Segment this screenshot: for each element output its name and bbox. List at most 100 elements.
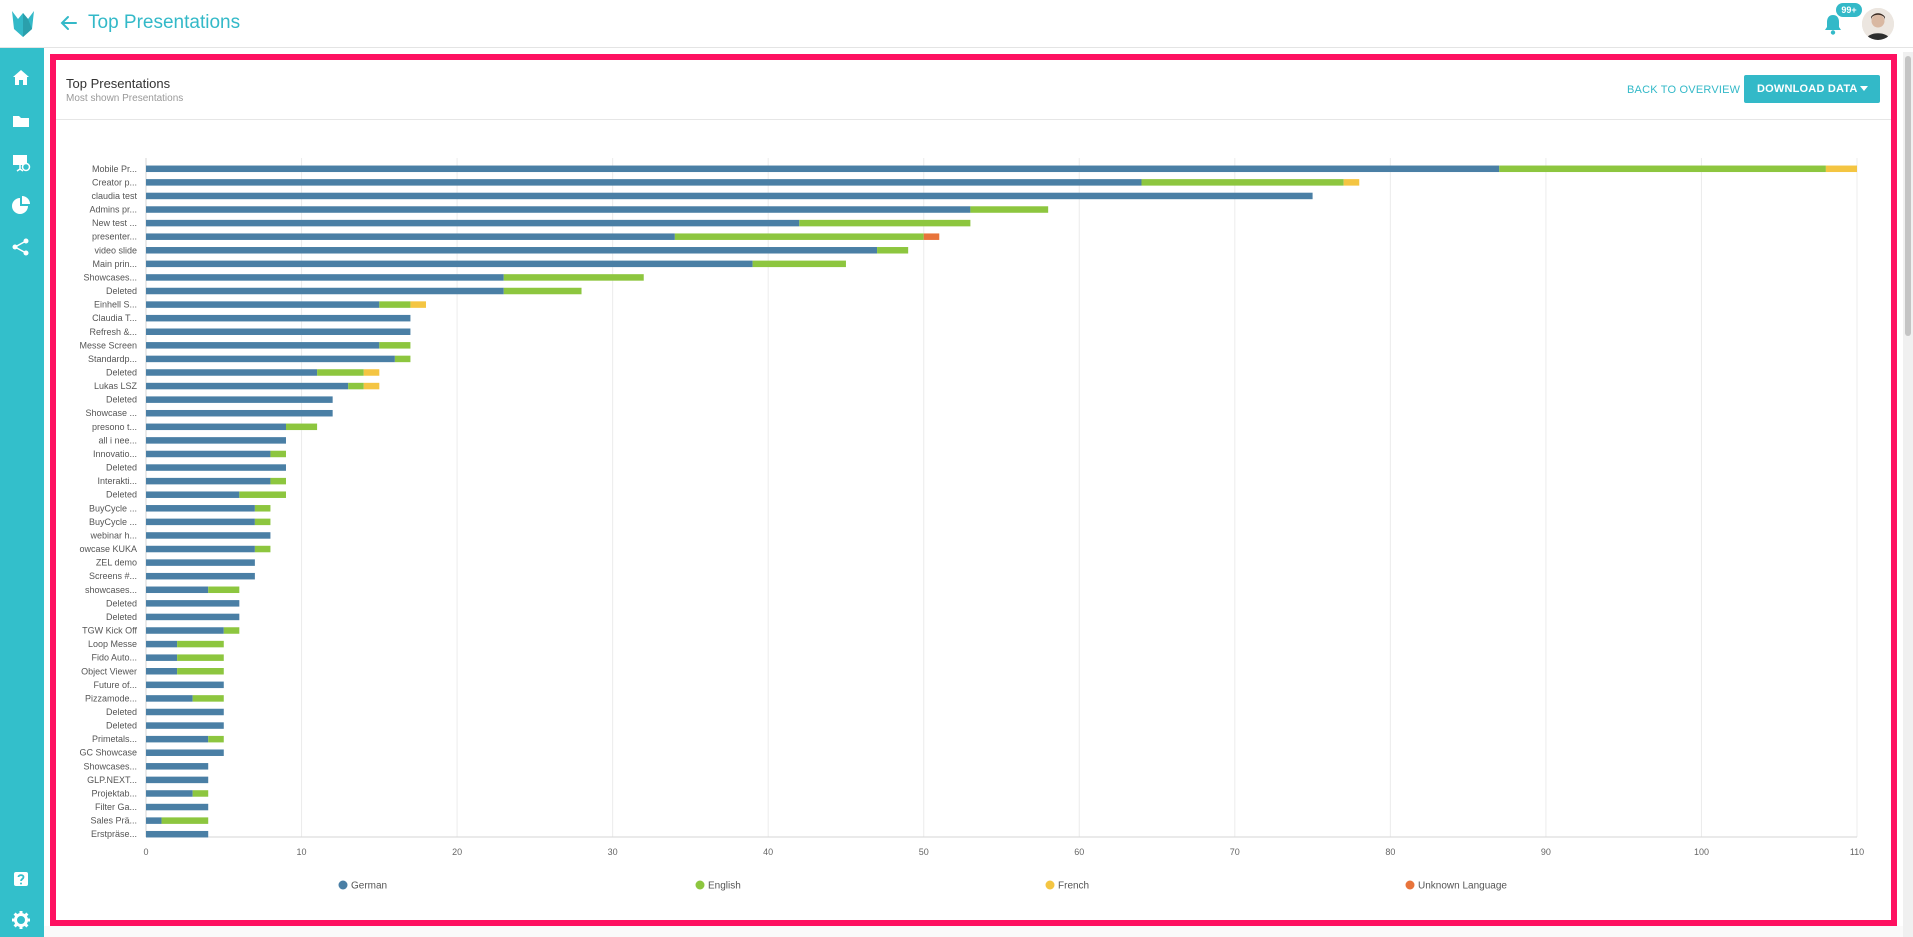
bar-segment xyxy=(146,749,224,756)
category-label: Future of... xyxy=(93,680,137,690)
bar-segment xyxy=(363,369,380,376)
category-label: owcase KUKA xyxy=(79,544,137,554)
category-label: presenter... xyxy=(92,232,137,242)
category-label: GLP.NEXT... xyxy=(87,775,137,785)
bar-segment xyxy=(146,274,504,281)
chevron-down-icon[interactable] xyxy=(1860,86,1868,91)
bar-segment xyxy=(503,274,644,281)
bar-segment xyxy=(317,369,364,376)
category-label: BuyCycle ... xyxy=(89,517,137,527)
category-label: Creator p... xyxy=(92,177,137,187)
category-label: Filter Ga... xyxy=(95,802,137,812)
bar-segment xyxy=(146,627,224,634)
category-label: Pizzamode... xyxy=(85,693,137,703)
bar-segment xyxy=(146,206,971,213)
bar-segment xyxy=(146,695,193,702)
category-label: New test ... xyxy=(92,218,137,228)
category-label: video slide xyxy=(94,245,137,255)
bar-segment xyxy=(146,817,162,824)
bar-segment xyxy=(146,260,753,268)
scrollbar-thumb[interactable] xyxy=(1905,56,1911,336)
gear-icon[interactable] xyxy=(10,909,32,931)
top-presentations-chart: 0 10 20 30 40 50 60 70 80 90 100 110 Mobile Pr... Cre… xyxy=(79,158,1864,892)
bar-segment xyxy=(208,586,240,594)
x-tick-label: 0 xyxy=(143,847,148,857)
folder-icon[interactable] xyxy=(10,110,32,132)
category-label: GC Showcase xyxy=(79,748,137,758)
bar-segment xyxy=(146,600,240,607)
legend-label: English xyxy=(708,881,741,892)
bar-segment xyxy=(410,301,426,308)
bar-segment xyxy=(752,260,846,268)
category-label: webinar h... xyxy=(89,530,137,540)
back-to-overview-link[interactable]: BACK TO OVERVIEW xyxy=(1627,84,1741,96)
bar-segment xyxy=(161,817,209,824)
category-label: Deleted xyxy=(106,598,137,608)
bar-segment xyxy=(146,681,224,689)
x-tick-label: 40 xyxy=(763,847,773,857)
bar-segment xyxy=(146,735,209,743)
home-icon[interactable] xyxy=(10,67,32,89)
bar-segment xyxy=(177,640,224,648)
bar-segment xyxy=(146,613,240,621)
bar-segment xyxy=(146,219,800,227)
category-label: Showcase ... xyxy=(85,408,137,418)
back-arrow-icon[interactable] xyxy=(58,12,80,34)
bar-segment xyxy=(192,695,224,702)
bar-segment xyxy=(146,233,675,240)
bar-segment xyxy=(270,450,286,458)
category-label: Claudia T... xyxy=(92,313,137,323)
bar-segment xyxy=(254,505,271,512)
bar-segment xyxy=(146,369,318,376)
notification-badge: 99+ xyxy=(1836,3,1862,17)
bar-segment xyxy=(503,287,582,295)
bar-segment xyxy=(394,355,411,363)
user-avatar[interactable] xyxy=(1862,8,1894,40)
bar-segment xyxy=(348,382,364,390)
bar-segment xyxy=(146,505,255,512)
card-header: Top Presentations Most shown Presentatio… xyxy=(56,60,1891,120)
category-label: Admins pr... xyxy=(89,205,137,215)
category-label: Innovatio... xyxy=(93,449,137,459)
bar-segment xyxy=(146,179,1142,186)
bar-segment xyxy=(146,464,286,471)
category-label: Lukas LSZ xyxy=(94,381,138,391)
category-label: Screens #... xyxy=(89,571,137,581)
bar-segment xyxy=(270,477,286,485)
card-subtitle: Most shown Presentations xyxy=(66,93,184,104)
x-tick-label: 30 xyxy=(608,847,618,857)
bar-segment xyxy=(877,247,909,254)
bar-segment xyxy=(146,450,271,458)
x-tick-label: 80 xyxy=(1385,847,1395,857)
legend-label: French xyxy=(1058,881,1089,892)
card-title: Top Presentations xyxy=(66,76,171,91)
category-label: Object Viewer xyxy=(81,666,137,676)
bar-segment xyxy=(177,654,224,661)
bar-segment xyxy=(146,708,224,716)
bar-segment xyxy=(146,301,380,308)
share-icon[interactable] xyxy=(10,236,32,258)
category-label: Showcases... xyxy=(83,272,137,282)
presentation-icon[interactable] xyxy=(10,152,32,174)
bar-segment xyxy=(146,518,255,526)
top-presentations-card: Top Presentations Most shown Presentatio… xyxy=(56,60,1891,920)
pie-chart-icon[interactable] xyxy=(10,194,32,216)
x-tick-label: 10 xyxy=(297,847,307,857)
legend-marker xyxy=(1045,880,1055,890)
scrollbar-track[interactable] xyxy=(1903,52,1913,937)
download-data-button[interactable]: DOWNLOAD DATA xyxy=(1744,75,1880,103)
category-label: Deleted xyxy=(106,286,137,296)
bar-segment xyxy=(146,545,255,553)
help-icon[interactable] xyxy=(10,868,32,890)
bar-segment xyxy=(146,640,178,648)
legend-marker xyxy=(1405,880,1415,890)
bar-segment xyxy=(146,409,333,417)
bar-segment xyxy=(146,586,209,594)
bar-segment xyxy=(146,532,271,539)
category-label: Messe Screen xyxy=(79,340,137,350)
bar-segment xyxy=(208,735,224,743)
bar-segment xyxy=(146,803,209,811)
bar-segment xyxy=(146,668,178,675)
notification-bell-icon[interactable] xyxy=(1822,12,1844,36)
fox-logo-icon[interactable] xyxy=(8,3,38,43)
